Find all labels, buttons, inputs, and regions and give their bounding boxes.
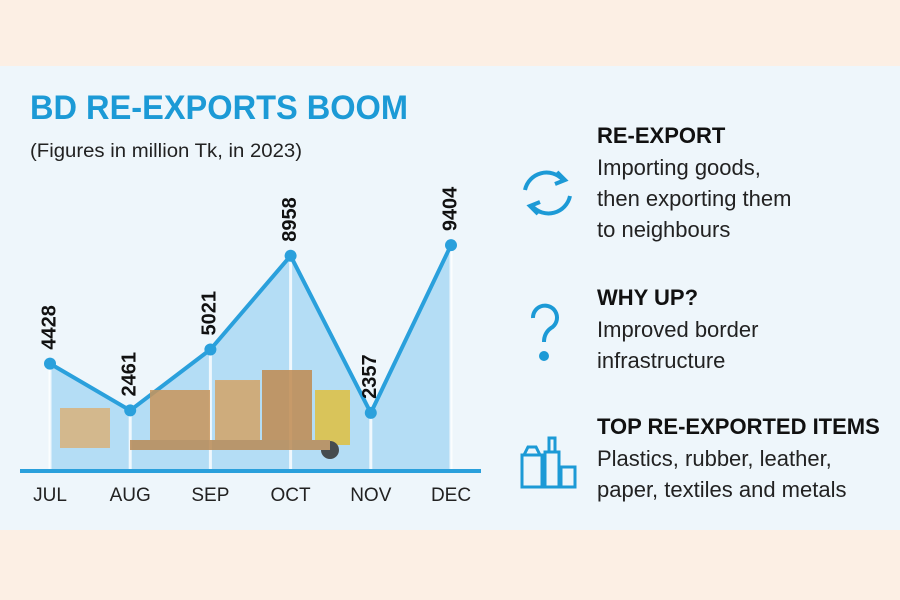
value-label: 2357 — [359, 354, 381, 399]
line — [48, 244, 453, 415]
items-icon — [520, 436, 577, 489]
question-icon — [530, 303, 559, 361]
note-text: Plastics, rubber, leather, — [597, 446, 832, 471]
x-tick-label: OCT — [271, 485, 312, 506]
note-text: Importing goods, — [597, 155, 761, 180]
note-text: paper, textiles and metals — [597, 477, 846, 502]
cargo-illustration — [60, 370, 350, 459]
baseline-band — [20, 469, 481, 473]
point — [124, 404, 137, 417]
note-text: then exporting them — [597, 186, 791, 211]
recycle-icon — [523, 170, 572, 216]
x-tick-label: SEP — [191, 485, 229, 506]
chart-subtitle: (Figures in million Tk, in 2023) — [30, 141, 302, 162]
x-tick-label: AUG — [110, 485, 151, 506]
x-tick-label: DEC — [431, 485, 471, 506]
value-label: 9404 — [439, 186, 461, 231]
point — [364, 406, 377, 419]
note-heading: RE-EXPORT — [597, 123, 726, 148]
value-label: 2461 — [118, 352, 140, 397]
note-text: infrastructure — [597, 348, 725, 373]
note-text: to neighbours — [597, 217, 730, 242]
note-heading: WHY UP? — [597, 285, 698, 310]
value-label: 8958 — [279, 197, 301, 242]
point — [284, 249, 297, 262]
point — [204, 343, 217, 356]
x-tick-label: JUL — [33, 485, 67, 506]
value-label: 4428 — [38, 305, 60, 350]
point — [445, 239, 457, 252]
point — [44, 357, 56, 370]
x-tick-label: NOV — [350, 485, 392, 506]
note-heading: TOP RE-EXPORTED ITEMS — [597, 414, 880, 439]
note-text: Improved border — [597, 317, 758, 342]
value-label: 5021 — [199, 291, 221, 336]
notes: RE-EXPORT Importing goods, then exporting … — [597, 123, 880, 502]
chart-title: BD RE-EXPORTS BOOM — [30, 89, 408, 127]
